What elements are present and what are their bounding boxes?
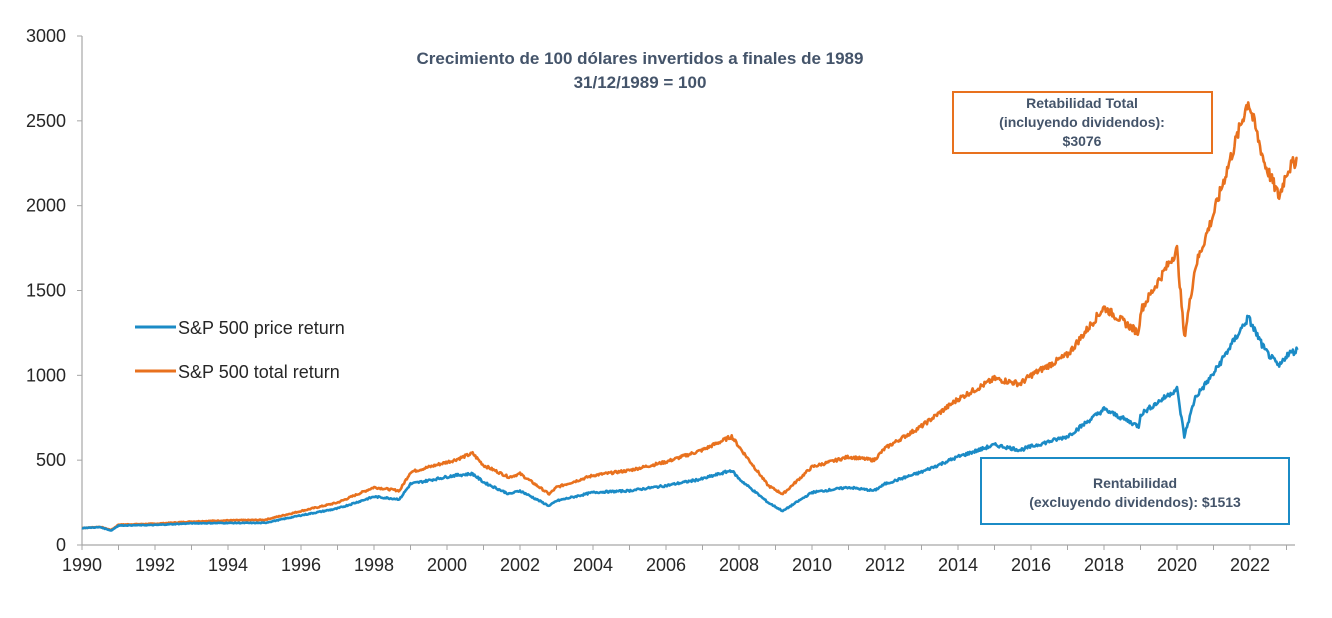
x-tick-label: 2014 [938,555,978,575]
x-tick-label: 2022 [1230,555,1270,575]
x-tick-label: 1992 [135,555,175,575]
x-tick-label: 1994 [208,555,248,575]
x-tick-label: 2002 [500,555,540,575]
x-tick-label: 1998 [354,555,394,575]
x-tick-label: 2004 [573,555,613,575]
x-tick-label: 1990 [62,555,102,575]
annotation-total-line-3: $3076 [1063,133,1102,149]
legend: S&P 500 price return S&P 500 total retur… [135,318,345,382]
x-tick-label: 2006 [646,555,686,575]
x-tick-label: 2016 [1011,555,1051,575]
y-tick-label: 500 [36,450,66,470]
y-tick-label: 1500 [26,281,66,301]
annotation-total-line-2: (incluyendo dividendos): [999,114,1165,130]
annotation-total-return: Retabilidad Total (incluyendo dividendos… [952,91,1213,154]
annotation-price-return: Rentabilidad (excluyendo dividendos): $1… [980,457,1290,525]
chart-subtitle: 31/12/1989 = 100 [574,73,707,92]
x-tick-label: 2018 [1084,555,1124,575]
x-tick-label: 2008 [719,555,759,575]
x-tick-label: 2020 [1157,555,1197,575]
legend-label-total-return: S&P 500 total return [178,362,340,382]
annotation-price-box [980,457,1290,525]
y-tick-label: 2500 [26,111,66,131]
annotation-total-line-1: Retabilidad Total [1026,95,1138,111]
x-tick-label: 2012 [865,555,905,575]
y-tick-label: 1000 [26,365,66,385]
x-tick-label: 2010 [792,555,832,575]
y-ticks: 0 500 1000 1500 2000 2500 3000 [26,26,82,555]
series-layer [81,101,1299,532]
series-line-price-return [81,314,1299,532]
y-tick-label: 2000 [26,196,66,216]
x-ticks: 1990 1992 1994 1996 1998 2000 2002 2004 2006 2008… [62,545,1287,575]
y-tick-label: 3000 [26,26,66,46]
x-tick-label: 2000 [427,555,467,575]
x-tick-label: 1996 [281,555,321,575]
annotation-price-line-1: Rentabilidad [1093,475,1177,491]
annotation-total-box [952,91,1213,154]
chart-title: Crecimiento de 100 dólares invertidos a … [417,49,864,68]
annotation-price-line-2: (excluyendo dividendos): $1513 [1029,494,1241,510]
series-line-total-return [81,101,1298,532]
y-tick-label: 0 [56,535,66,555]
legend-label-price-return: S&P 500 price return [178,318,345,338]
